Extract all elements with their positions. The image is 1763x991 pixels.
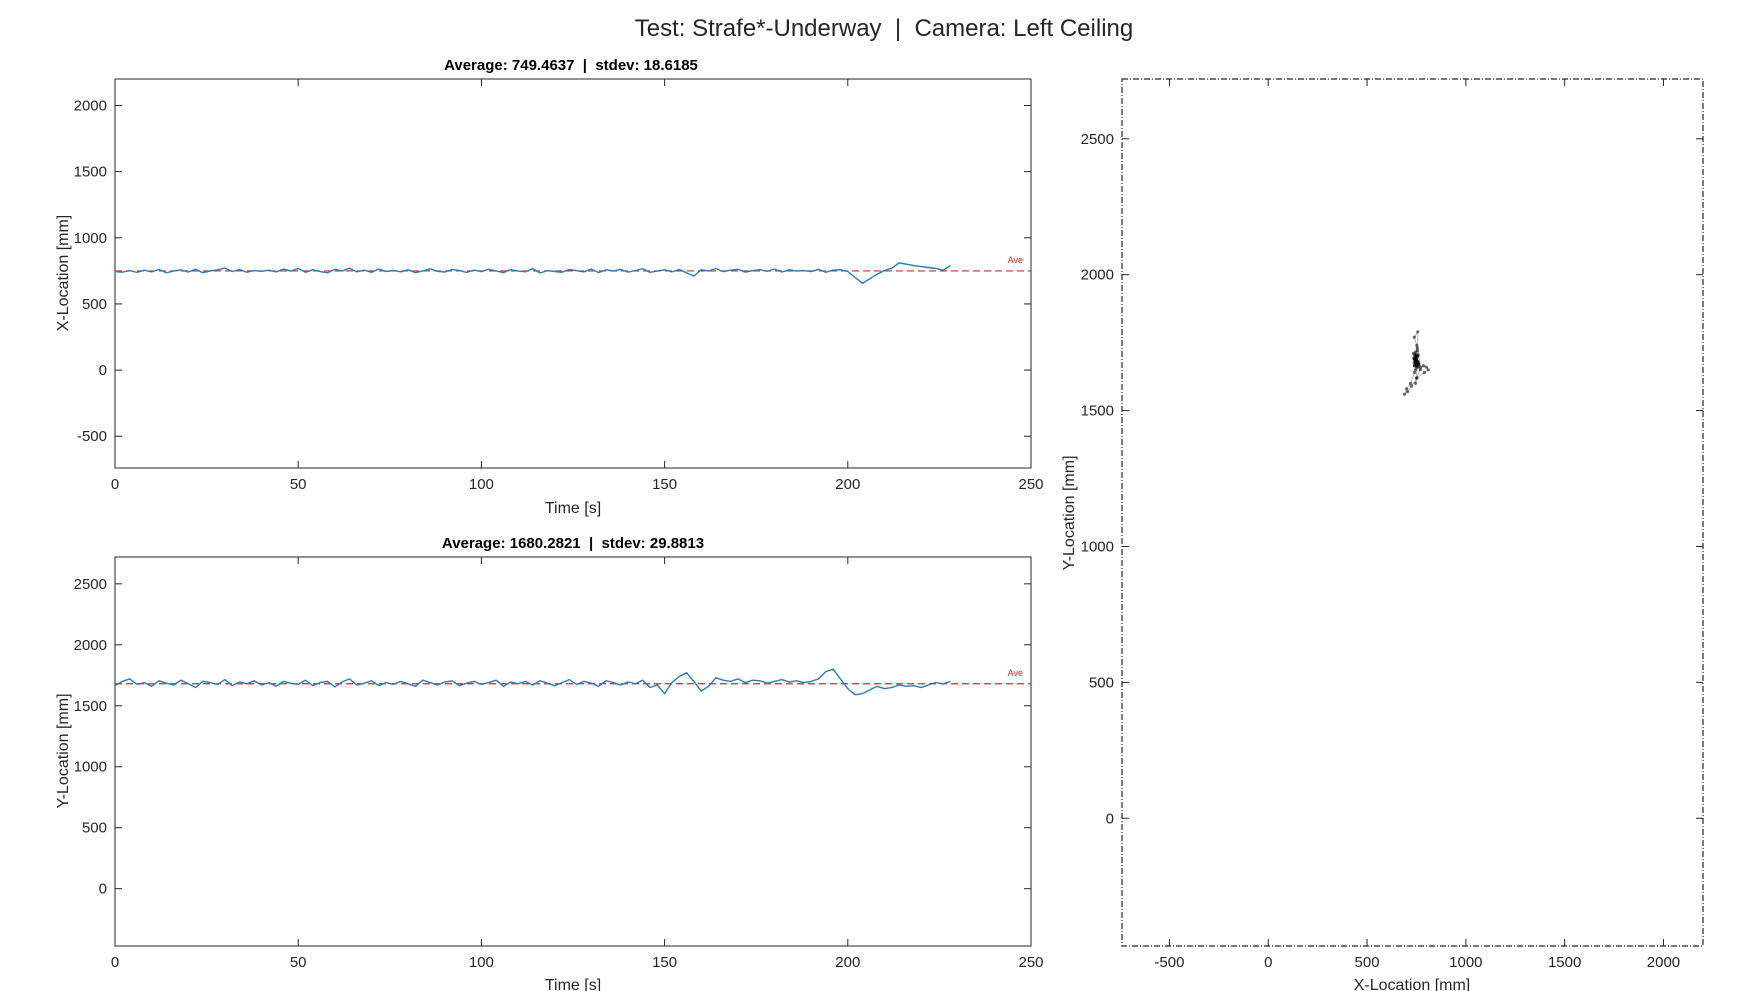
y-tick-label: 1000 xyxy=(74,759,107,776)
x-plot-ylabel: X-Location [mm] xyxy=(55,215,72,331)
x-tick-label: 0 xyxy=(111,476,119,493)
average-label: Ave xyxy=(1008,255,1023,265)
y-tick-label: -500 xyxy=(77,428,107,445)
y-tick-label: 500 xyxy=(82,820,107,837)
y-tick-label: 2000 xyxy=(74,97,107,114)
x-tick-label: 150 xyxy=(652,954,677,971)
trajectory-point xyxy=(1422,370,1426,375)
x-tick-label: 150 xyxy=(652,476,677,493)
trajectory-point xyxy=(1415,354,1419,358)
x-tick-label: 200 xyxy=(835,476,860,493)
x-tick-label: 250 xyxy=(1018,476,1043,493)
x-tick-label: 2000 xyxy=(1647,954,1680,971)
trajectory-point xyxy=(1418,368,1422,372)
x-plot-frame xyxy=(114,78,1032,469)
y-tick-label: 1000 xyxy=(74,230,107,247)
trajectory-point xyxy=(1403,392,1407,396)
y-tick-label: 2000 xyxy=(74,637,107,654)
trajectory-frame xyxy=(1121,78,1704,947)
average-label: Ave xyxy=(1008,668,1023,678)
y-plot-ylabel: Y-Location [mm] xyxy=(55,693,72,808)
trajectory-point xyxy=(1408,381,1413,385)
x-tick-label: 0 xyxy=(111,954,119,971)
x-plot-title: Average: 749.4637 | stdev: 18.6185 xyxy=(444,57,698,74)
trajectory-xlabel: X-Location [mm] xyxy=(1354,977,1470,991)
trajectory-point xyxy=(1415,343,1419,347)
y-tick-label: 500 xyxy=(82,296,107,313)
x-tick-label: 50 xyxy=(290,954,307,971)
trajectory-point xyxy=(1414,368,1418,372)
x-location-plot: Average: 749.4637 | stdev: 18.6185 0 50 10… xyxy=(55,57,1044,517)
x-tick-label: 1500 xyxy=(1548,954,1581,971)
y-plot-xlabel: Time [s] xyxy=(545,977,601,991)
trajectory-point xyxy=(1413,381,1418,385)
trajectory-point xyxy=(1405,387,1409,391)
y-location-plot: Average: 1680.2821 | stdev: 29.8813 0 50 1… xyxy=(55,535,1044,991)
y-tick-label: 1500 xyxy=(1081,403,1114,420)
trajectory-plot: -500 0 500 1000 1500 2000 0 500 1000 1500 2000 2500… xyxy=(1061,78,1704,991)
trajectory-point xyxy=(1424,365,1428,369)
trajectory-point xyxy=(1426,368,1430,372)
x-tick-label: 100 xyxy=(469,476,494,493)
x-plot-xlabel: Time [s] xyxy=(545,500,601,517)
y-tick-label: 2500 xyxy=(74,576,107,593)
data-series-line xyxy=(114,262,951,285)
x-tick-label: 0 xyxy=(1264,954,1272,971)
y-tick-label: 500 xyxy=(1089,674,1114,691)
x-tick-label: 250 xyxy=(1018,954,1043,971)
y-tick-label: 2500 xyxy=(1081,131,1114,148)
y-tick-label: 1500 xyxy=(74,698,107,715)
trajectory-point xyxy=(1418,365,1422,369)
x-tick-label: 200 xyxy=(835,954,860,971)
y-tick-label: 0 xyxy=(99,362,107,379)
y-plot-title: Average: 1680.2821 | stdev: 29.8813 xyxy=(442,535,704,552)
x-tick-label: -500 xyxy=(1154,954,1184,971)
trajectory-point xyxy=(1414,358,1418,362)
trajectory-point xyxy=(1416,362,1420,366)
trajectory-point xyxy=(1413,350,1417,354)
trajectory-point xyxy=(1415,346,1419,350)
trajectory-ylabel: Y-Location [mm] xyxy=(1061,455,1078,570)
x-tick-label: 100 xyxy=(469,954,494,971)
x-tick-label: 500 xyxy=(1355,954,1380,971)
y-tick-label: 0 xyxy=(1106,810,1114,827)
trajectory-point xyxy=(1421,364,1425,368)
trajectory-point xyxy=(1406,390,1410,394)
x-tick-label: 1000 xyxy=(1449,954,1482,971)
y-plot-frame xyxy=(114,556,1032,947)
trajectory-point xyxy=(1409,384,1414,388)
figure-title: Test: Strafe*-Underway | Camera: Left Ce… xyxy=(635,15,1133,42)
trajectory-point xyxy=(1412,364,1417,368)
y-tick-label: 0 xyxy=(99,881,107,898)
trajectory-point xyxy=(1416,330,1420,334)
trajectory-point xyxy=(1416,365,1420,369)
x-tick-label: 50 xyxy=(290,476,307,493)
y-tick-label: 1000 xyxy=(1081,538,1114,555)
data-series-line xyxy=(114,668,951,696)
trajectory-point xyxy=(1412,335,1416,339)
trajectory-point xyxy=(1412,370,1417,375)
trajectory-point xyxy=(1415,376,1419,380)
y-tick-label: 2000 xyxy=(1081,267,1114,284)
y-tick-label: 1500 xyxy=(74,164,107,181)
